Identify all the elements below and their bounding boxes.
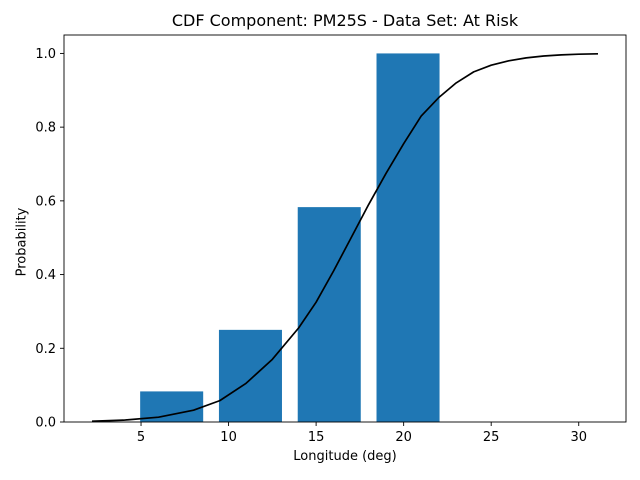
x-axis-label: Longitude (deg)	[293, 449, 397, 464]
x-tick-label: 15	[308, 430, 325, 445]
y-tick-label: 0.2	[35, 342, 56, 357]
x-tick-label: 30	[570, 430, 587, 445]
y-tick-label: 0.4	[35, 268, 56, 283]
cdf-line-layer	[91, 52, 599, 423]
x-tick-label: 10	[220, 430, 237, 445]
cdf-line	[91, 52, 599, 423]
y-tick-label: 0.0	[35, 416, 56, 431]
bars-layer	[140, 53, 440, 423]
x-tick-label: 25	[483, 430, 500, 445]
bar-4	[376, 53, 440, 423]
axes-layer: 5 10 15 20 25 30 0.0 0.2 0.4 0.6 0.8 1.0	[35, 34, 627, 445]
bar-2	[218, 329, 282, 422]
plot-frame	[63, 34, 627, 423]
x-tick-label: 5	[137, 430, 145, 445]
x-tick-label: 20	[395, 430, 412, 445]
y-tick-label: 0.6	[35, 194, 56, 209]
y-tick-label: 1.0	[35, 47, 56, 62]
y-tick-label: 0.8	[35, 121, 56, 136]
chart-title: CDF Component: PM25S - Data Set: At Risk	[171, 11, 519, 30]
bar-1	[140, 391, 204, 422]
